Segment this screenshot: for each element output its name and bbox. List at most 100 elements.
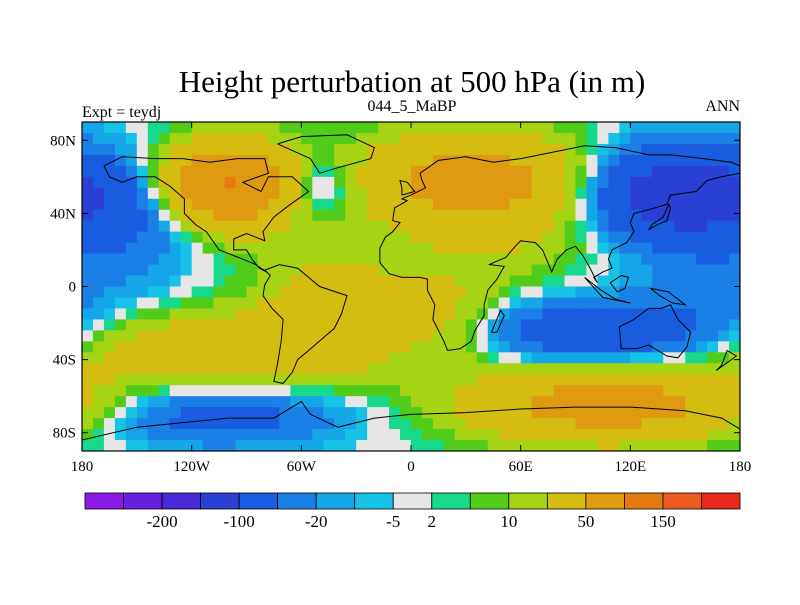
field-cell [147,176,160,189]
field-cell [509,352,522,364]
field-cell [180,308,193,320]
field-cell [432,132,445,145]
field-cell [191,429,204,441]
field-cell [432,286,445,298]
field-cell [82,209,94,222]
field-cell [520,440,533,451]
field-cell [312,165,324,178]
field-cell [641,374,653,386]
field-cell [630,231,642,244]
field-cell [498,187,511,200]
field-cell [279,132,291,145]
field-cell [235,198,247,211]
field-cell [312,231,324,244]
field-cell [202,385,214,397]
field-cell [279,418,291,430]
field-cell [191,407,204,419]
field-cell [323,253,335,265]
field-cell [641,396,653,408]
field-cell [575,154,587,167]
field-cell [114,418,127,430]
field-cell [575,352,587,364]
field-cell [465,308,478,320]
field-cell [323,341,335,353]
field-cell [180,176,193,189]
field-cell [367,176,379,189]
field-cell [487,308,500,320]
field-cell [136,220,149,233]
field-cell [696,440,708,451]
field-cell [411,198,423,211]
colorbar-swatch [701,492,741,510]
field-cell [367,396,379,408]
field-cell [553,286,565,298]
field-cell [389,165,401,178]
field-cell [498,242,511,254]
field-cell [575,264,587,276]
field-cell [257,297,269,309]
field-cell [279,275,291,287]
field-cell [608,385,620,397]
field-cell [125,198,138,211]
field-cell [345,176,357,189]
field-cell [509,198,522,211]
field-cell [685,264,697,276]
field-cell [443,429,456,441]
field-cell [696,264,708,276]
field-cell [378,275,390,287]
field-cell [443,297,456,309]
field-cell [301,242,313,254]
field-cell [630,440,642,451]
field-cell [400,286,412,298]
coastline-borneo [609,274,630,293]
field-cell [191,198,204,211]
field-cell [301,374,313,386]
field-cell [136,407,149,419]
field-cell [158,242,171,254]
field-cell [213,253,225,265]
field-cell [454,308,467,320]
field-cell [641,440,653,451]
field-cell [531,132,543,145]
field-cell [191,352,204,364]
field-cell [696,429,708,441]
field-cell [268,275,280,287]
field-cell [345,297,357,309]
field-cell [674,440,686,451]
field-cell [707,330,719,342]
field-cell [235,176,247,189]
field-cell [619,297,631,309]
field-cell [191,253,204,265]
field-cell [509,165,522,178]
coastlines [82,134,740,441]
field-cell [465,176,478,189]
field-cell [356,286,368,298]
field-cell [114,154,127,167]
field-cell [476,418,489,430]
field-cell [301,209,313,222]
field-cell [356,242,368,254]
field-cell [652,275,664,287]
field-cell [707,132,719,145]
field-cell [718,363,730,375]
field-cell [432,319,445,331]
field-cell [421,231,434,244]
field-cell [400,418,412,430]
field-cell [235,154,247,167]
field-cell [553,319,565,331]
field-cell [191,143,204,156]
field-cell [454,187,467,200]
field-cell [476,187,489,200]
field-cell [608,143,620,156]
field-cell [257,165,269,178]
field-cell [180,143,193,156]
field-cell [114,308,127,320]
field-cell [345,209,357,222]
field-cell [389,374,401,386]
field-cell [663,220,675,233]
field-cell [487,319,500,331]
field-cell [400,440,412,451]
field-cell [608,440,620,451]
field-cell [718,275,730,287]
field-cell [367,154,379,167]
